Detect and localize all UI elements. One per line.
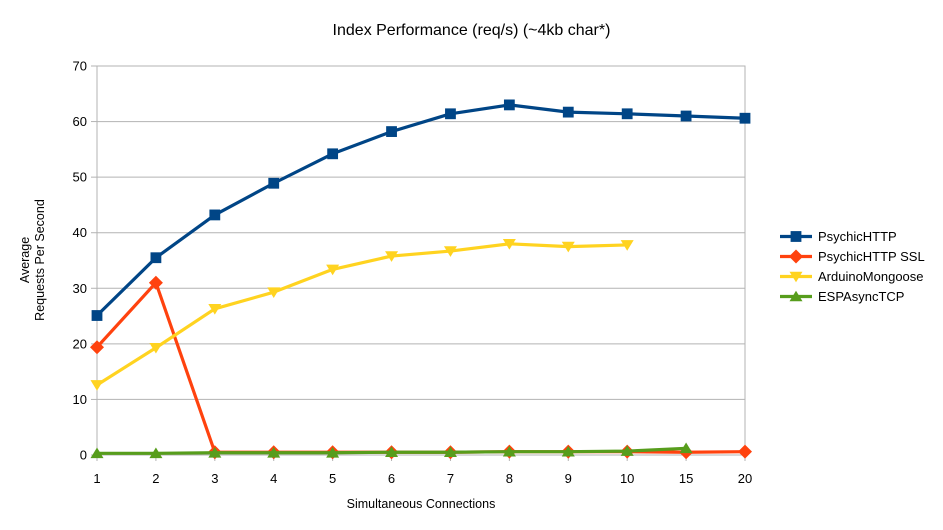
data-point-psychichttp-20 bbox=[739, 112, 751, 124]
y-tick-label-60: 60 bbox=[73, 114, 87, 129]
y-tick-label-30: 30 bbox=[73, 281, 87, 296]
data-point-arduinomongoose-4 bbox=[267, 287, 281, 298]
legend-marker-shape bbox=[789, 290, 803, 301]
x-tick-label-20: 20 bbox=[738, 471, 752, 486]
series-line-arduinomongoose bbox=[95, 242, 629, 387]
data-point-espasynctcp-5 bbox=[326, 446, 340, 458]
data-point-psychichttp-ssl-20 bbox=[738, 444, 752, 459]
y-tick-label-70: 70 bbox=[73, 59, 87, 74]
x-tick-label-4: 4 bbox=[270, 471, 277, 486]
data-point-espasynctcp-6 bbox=[385, 446, 399, 458]
legend-item-psychichttp-ssl: PsychicHTTP SSL bbox=[779, 246, 925, 266]
legend-marker-shape bbox=[790, 230, 802, 242]
y-tick-label-10: 10 bbox=[73, 392, 87, 407]
data-point-arduinomongoose-7 bbox=[443, 246, 457, 257]
series-psychichttp-ssl bbox=[90, 275, 752, 460]
x-tick-label-8: 8 bbox=[506, 471, 513, 486]
legend-label: PsychicHTTP SSL bbox=[818, 248, 925, 264]
x-tick-label-9: 9 bbox=[565, 471, 572, 486]
x-tick-label-7: 7 bbox=[447, 471, 454, 486]
series-espasynctcp bbox=[90, 442, 693, 459]
data-point-psychichttp-ssl-1 bbox=[90, 340, 104, 355]
data-point-arduinomongoose-3 bbox=[208, 304, 222, 315]
data-point-espasynctcp-4 bbox=[267, 446, 281, 458]
data-point-psychichttp-4 bbox=[268, 177, 280, 189]
data-point-espasynctcp-1 bbox=[90, 447, 104, 459]
chart-title: Index Performance (req/s) (~4kb char*) bbox=[332, 22, 611, 39]
series-arduinomongoose bbox=[90, 239, 634, 391]
data-point-arduinomongoose-10 bbox=[620, 240, 634, 251]
data-point-espasynctcp-8 bbox=[502, 445, 516, 457]
plot-border bbox=[96, 65, 746, 456]
x-axis-title: Simultaneous Connections bbox=[346, 497, 496, 511]
series-psychichttp bbox=[91, 99, 751, 321]
legend-item-espasynctcp: ESPAsyncTCP bbox=[779, 286, 925, 306]
data-point-arduinomongoose-6 bbox=[385, 251, 399, 262]
y-tick-label-40: 40 bbox=[73, 225, 87, 240]
x-tick-label-10: 10 bbox=[620, 471, 634, 486]
data-point-espasynctcp-7 bbox=[443, 446, 457, 458]
y-tick-label-0: 0 bbox=[80, 448, 87, 463]
data-point-psychichttp-ssl-2 bbox=[148, 275, 163, 290]
data-point-arduinomongoose-2 bbox=[149, 342, 163, 354]
data-point-arduinomongoose-5 bbox=[326, 264, 340, 276]
data-point-psychichttp-1 bbox=[91, 310, 103, 321]
data-point-arduinomongoose-1 bbox=[90, 380, 104, 391]
data-point-psychichttp-8 bbox=[503, 99, 515, 111]
data-point-espasynctcp-15 bbox=[679, 442, 693, 454]
data-point-espasynctcp-3 bbox=[208, 446, 222, 458]
legend-marker-shape bbox=[789, 271, 803, 282]
legend-marker-square-icon bbox=[780, 230, 812, 242]
data-point-psychichttp-10 bbox=[621, 108, 633, 120]
legend-marker-triangle-up-icon bbox=[780, 290, 812, 301]
legend-item-psychichttp: PsychicHTTP bbox=[779, 226, 925, 246]
legend: PsychicHTTP PsychicHTTP SSL ArduinoMongoos… bbox=[779, 226, 925, 306]
x-tick-label-3: 3 bbox=[211, 471, 218, 486]
data-point-arduinomongoose-8 bbox=[502, 239, 516, 250]
data-point-psychichttp-2 bbox=[150, 252, 162, 264]
legend-marker-shape bbox=[789, 249, 803, 263]
data-point-psychichttp-3 bbox=[209, 209, 221, 221]
data-point-espasynctcp-2 bbox=[149, 447, 163, 459]
x-tick-label-6: 6 bbox=[388, 471, 395, 486]
x-tick-label-2: 2 bbox=[152, 471, 159, 486]
data-point-espasynctcp-10 bbox=[620, 445, 634, 456]
legend-label: PsychicHTTP bbox=[818, 228, 897, 244]
x-tick-label-5: 5 bbox=[329, 471, 336, 486]
y-tick-label-20: 20 bbox=[73, 336, 87, 351]
x-tick-label-1: 1 bbox=[93, 471, 100, 486]
series-line-psychichttp-ssl bbox=[95, 281, 747, 454]
data-point-psychichttp-6 bbox=[386, 126, 397, 137]
series-line-psychichttp bbox=[95, 103, 747, 318]
y-tick-label-50: 50 bbox=[73, 170, 87, 185]
data-point-arduinomongoose-9 bbox=[561, 241, 575, 253]
legend-label: ESPAsyncTCP bbox=[818, 288, 905, 304]
data-point-espasynctcp-9 bbox=[561, 445, 575, 457]
x-tick-label-15: 15 bbox=[679, 471, 693, 486]
data-point-psychichttp-7 bbox=[445, 108, 456, 120]
legend-marker-diamond-icon bbox=[780, 249, 812, 263]
data-point-psychichttp-9 bbox=[562, 106, 574, 118]
legend-item-arduinomongoose: ArduinoMongoose bbox=[779, 266, 925, 286]
data-point-psychichttp-15 bbox=[680, 110, 692, 122]
legend-label: ArduinoMongoose bbox=[818, 268, 924, 284]
legend-marker-triangle-down-icon bbox=[780, 271, 812, 282]
data-point-psychichttp-5 bbox=[327, 148, 339, 160]
